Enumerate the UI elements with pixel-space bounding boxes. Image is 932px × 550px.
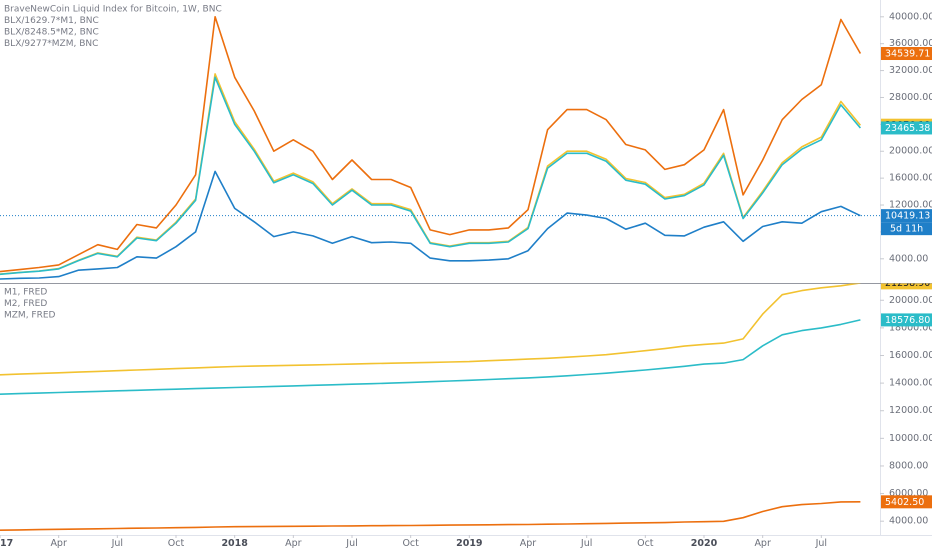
last-value-label: 21258.90 [885,278,930,289]
y-tick-label: 12000.00 [889,200,932,211]
last-value-box [881,313,932,327]
last-value-label: 34539.71 [885,49,930,60]
last-value-label: 5402.50 [885,497,924,508]
y-tick-label: 18000.00 [889,322,932,333]
y-tick-label: 14000.00 [889,378,932,389]
x-tick-label: Jul [345,538,357,549]
series-line [0,319,861,395]
countdown-label: 5d 11h [890,224,923,235]
last-value-label: 23465.38 [885,123,930,134]
price-pane: 4000.008000.0012000.0016000.0020000.0024… [0,5,932,280]
x-tick-label: Oct [402,538,419,549]
series-line [0,501,861,531]
y-tick-label: 36000.00 [889,38,932,49]
y-tick-label: 12000.00 [889,405,932,416]
legend-entry: M1, FRED [4,288,47,298]
y-tick-label: 20000.00 [889,146,932,157]
x-tick-label: Jul [111,538,123,549]
last-value-box [881,47,932,61]
x-tick-label: Apr [285,538,302,549]
y-tick-label: 10000.00 [889,433,932,444]
legend-entry: BLX/1629.7*M1, BNC [4,16,99,26]
y-tick-label: 16000.00 [889,350,932,361]
y-tick-label: 16000.00 [889,173,932,184]
last-value-box [881,121,932,135]
x-tick-label: 2017 [0,538,13,549]
y-tick-label: 32000.00 [889,65,932,76]
x-tick-label: 2020 [691,538,718,549]
time-axis: 2017 Apr Jul Oct 2018 Apr Jul Oct 2019 Apr Jul Oct 2… [0,535,827,549]
y-tick-label: 20000.00 [889,295,932,306]
last-value-box [881,283,932,290]
x-tick-label: Oct [168,538,185,549]
x-tick-label: Oct [637,538,654,549]
y-tick-label: 6000.00 [889,488,928,499]
series-line [0,76,862,276]
last-value-label: 10419.13 [885,211,930,222]
legend-entry: BLX/9277*MZM, BNC [4,39,98,49]
x-tick-label: Apr [754,538,771,549]
x-tick-label: 2019 [456,538,482,549]
y-tick-label: 4000.00 [889,253,928,264]
series-line [0,16,862,273]
last-value-box [881,495,932,509]
last-value-box [881,209,932,223]
y-tick-label: 8000.00 [889,460,928,471]
series-line [0,170,861,280]
money-supply-pane: 4000.00 6000.00 8000.00 10000.00 12000.00 140… [0,278,932,531]
last-value-label: 18576.80 [885,315,930,326]
y-tick-label: 40000.00 [889,11,932,22]
x-tick-label: 2018 [221,538,248,549]
countdown-box [881,222,932,236]
legend-entry: M2, FRED [4,299,47,309]
x-tick-label: Jul [580,538,592,549]
y-tick-label: 4000.00 [889,516,928,527]
legend-entry: BLX/8248.5*M2, BNC [4,28,99,38]
y-tick-label: 28000.00 [889,92,932,103]
legend-entry: MZM, FRED [4,311,56,321]
x-tick-label: Apr [50,538,67,549]
legend-entry: BraveNewCoin Liquid Index for Bitcoin, 1… [4,5,222,15]
x-tick-label: Jul [815,538,827,549]
x-tick-label: Apr [520,538,537,549]
series-line [0,283,861,376]
